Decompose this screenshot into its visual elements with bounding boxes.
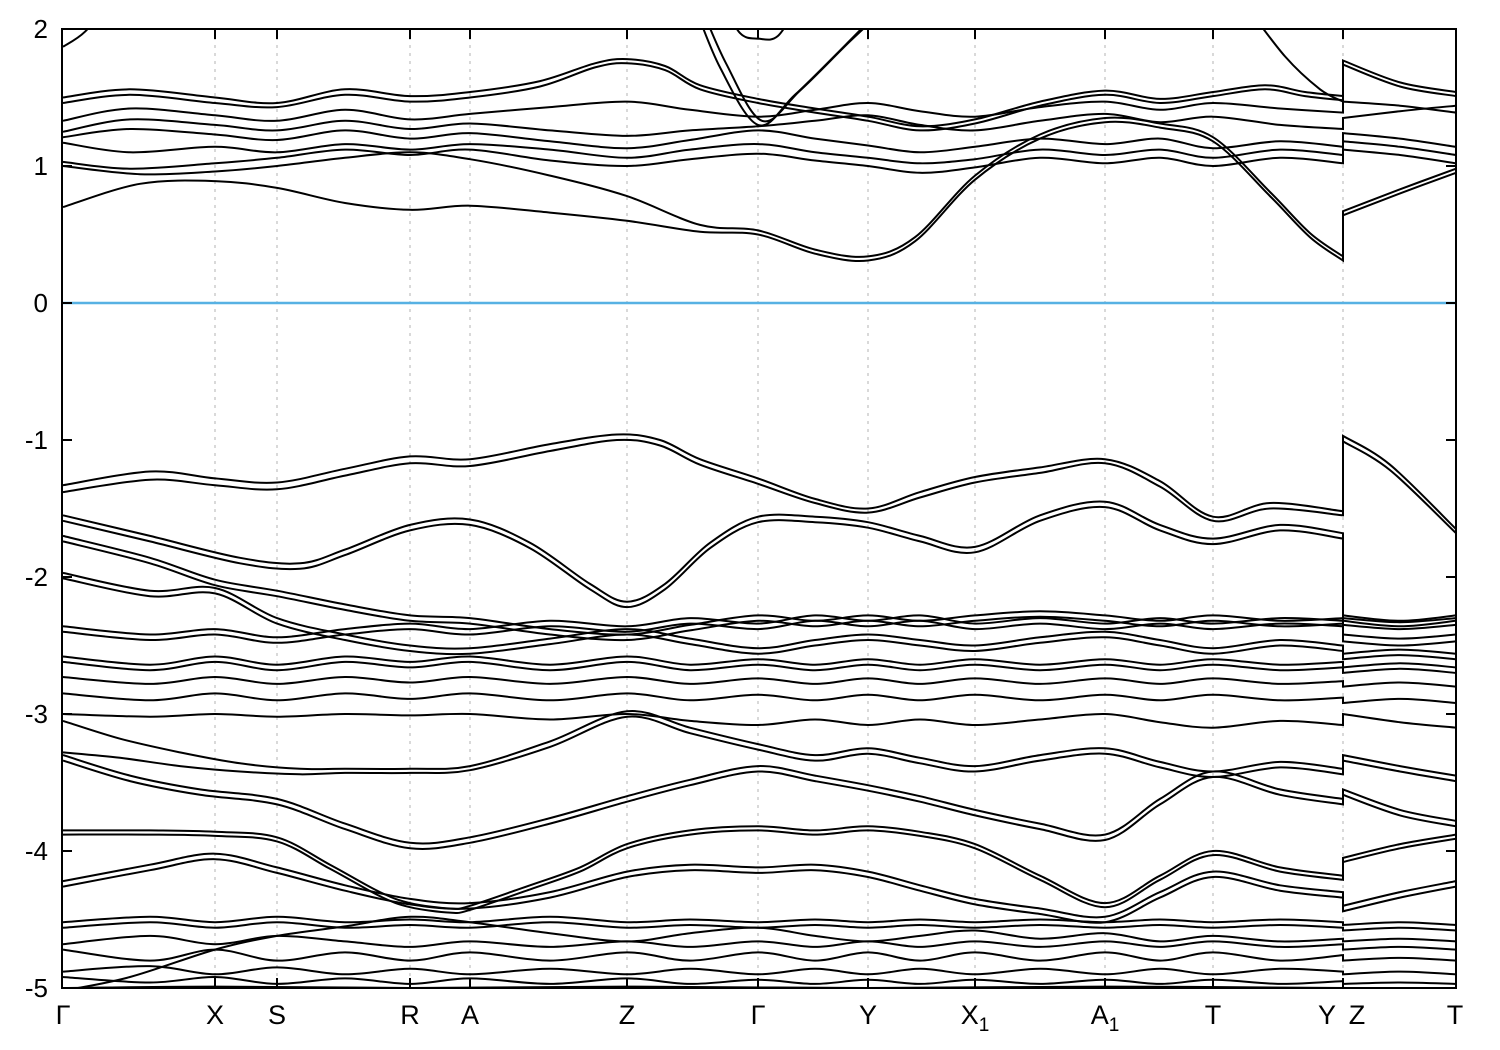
band-line [62, 829, 1456, 914]
kpoint-label: Z [1349, 1000, 1366, 1030]
band-line [62, 754, 1456, 845]
band-line [62, 614, 1456, 639]
band-line [72, 915, 1456, 988]
band-line [62, 571, 1456, 655]
band-line [62, 116, 1456, 259]
y-tick-label: -3 [25, 699, 48, 729]
band-line [62, 29, 89, 48]
y-tick-label: -1 [25, 425, 48, 455]
band-line [62, 921, 1456, 932]
kpoint-label: T [1205, 1000, 1222, 1030]
band-line [62, 127, 1456, 154]
band-line [62, 577, 1456, 661]
band-line [62, 858, 1456, 924]
band-line [62, 712, 1456, 729]
band-line [62, 148, 1456, 174]
kpoint-label: X1 [961, 1000, 990, 1036]
band-line [62, 58, 1456, 128]
y-tick-label: -4 [25, 836, 48, 866]
band-line [62, 534, 1456, 640]
band-line [62, 660, 1456, 674]
kpoint-label: A1 [1091, 1000, 1120, 1036]
y-tick-label: -5 [25, 973, 48, 1003]
y-tick-label: 2 [34, 14, 48, 44]
band-line [62, 140, 1456, 165]
band-line [62, 62, 1456, 132]
band-lines [62, 29, 1456, 988]
kpoint-label: R [400, 1000, 420, 1030]
band-line [62, 433, 1456, 530]
band-line [62, 934, 1456, 951]
kpoint-labels: Γ X S R A Z Γ Y X1 A1 T Y Z T [56, 1000, 1464, 1036]
band-line [62, 692, 1456, 705]
band-line [62, 619, 1456, 644]
y-tick-label: 1 [34, 151, 48, 181]
kpoint-label: S [268, 1000, 286, 1030]
band-line [62, 655, 1456, 669]
band-line [62, 759, 1456, 850]
kpoint-label: A [461, 1000, 479, 1030]
y-tick-labels: 2 1 0 -1 -2 -3 -4 -5 [25, 14, 48, 1003]
band-line [62, 948, 1456, 962]
band-line [62, 852, 1456, 919]
kpoint-label: Z [619, 1000, 636, 1030]
band-line [62, 965, 1456, 976]
band-line [62, 104, 1456, 137]
kpoint-label: Y [859, 1000, 877, 1030]
band-line [62, 500, 1456, 624]
band-line [709, 29, 865, 123]
band-line [62, 120, 1456, 263]
band-line [62, 675, 1456, 688]
y-tick-label: -2 [25, 562, 48, 592]
band-line [1262, 29, 1344, 103]
kpoint-label: T [1447, 1000, 1464, 1030]
band-line [62, 975, 1456, 985]
band-line [62, 505, 1456, 631]
band-line [62, 915, 1456, 927]
band-line [62, 540, 1456, 647]
axis-ticks [62, 28, 1456, 989]
band-line [62, 438, 1456, 534]
y-tick-label: 0 [34, 288, 48, 318]
kpoint-label: Y [1318, 1000, 1336, 1030]
band-line [62, 825, 1456, 910]
kpoint-label: X [206, 1000, 224, 1030]
kpoint-label: Γ [56, 1000, 71, 1030]
kpoint-label: Γ [751, 1000, 766, 1030]
